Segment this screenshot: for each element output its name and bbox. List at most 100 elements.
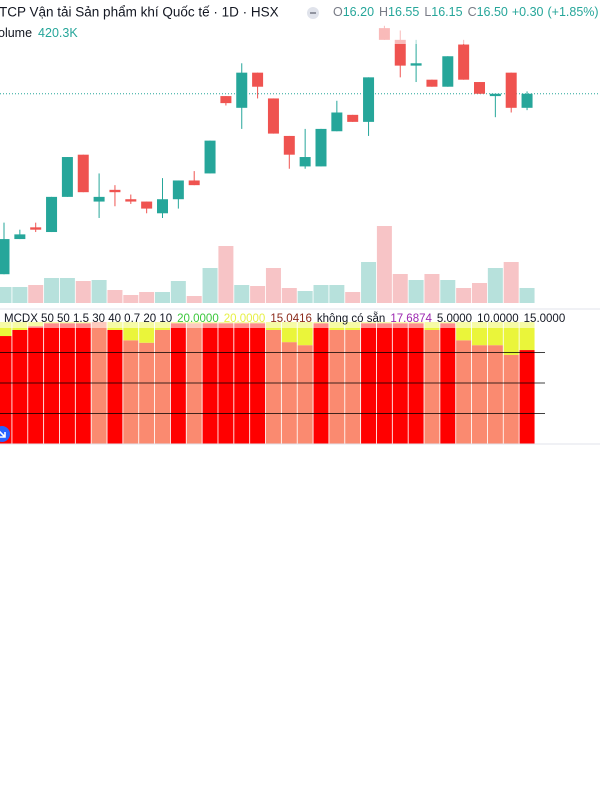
ohlc-key: O <box>333 5 343 19</box>
volume-label: olume <box>0 26 32 40</box>
indicator-bar <box>472 345 487 444</box>
indicator-bar <box>392 323 408 444</box>
candle-body <box>363 77 375 122</box>
candle-body <box>283 135 295 155</box>
volume-bar <box>0 287 12 303</box>
candle-body <box>236 72 248 108</box>
indicator-bar <box>139 342 155 444</box>
volume-bar <box>234 285 250 303</box>
legend-item: 15.0000 <box>524 313 566 325</box>
volume-bar <box>202 268 218 303</box>
indicator-bar <box>44 323 60 444</box>
ohlc-key: C <box>468 5 477 19</box>
volume-bar <box>345 292 361 303</box>
volume-bar <box>170 281 186 303</box>
legend-item: 20.0000 <box>224 313 266 325</box>
candle-body <box>331 112 343 132</box>
candle-body <box>315 128 327 167</box>
candle-body <box>474 82 485 94</box>
change: +0.30 <box>512 5 544 19</box>
indicator-bar <box>408 323 424 444</box>
indicator-bar <box>487 345 503 444</box>
candle-body <box>14 234 26 240</box>
volume-bar <box>12 287 28 303</box>
legend-item: không có sẵn <box>317 312 385 325</box>
legend-item: MCDX 50 50 1.5 30 40 0.7 20 10 <box>4 313 172 325</box>
candle-body <box>489 93 501 97</box>
legend-item: 17.6874 <box>390 313 432 325</box>
volume-bar <box>408 280 424 303</box>
candle-body <box>426 79 438 87</box>
candle-body <box>0 239 10 275</box>
ohlc-value: 16.15 <box>431 5 462 19</box>
indicator-bar <box>0 336 12 444</box>
volume-bar <box>186 296 202 303</box>
volume-bar <box>28 285 44 303</box>
ohlc-values: O16.20 H16.55 L16.15 C16.50 +0.30 (+1.85%) <box>333 5 599 19</box>
candle-body <box>157 199 168 214</box>
indicator-bar <box>265 329 281 444</box>
candle-body <box>521 93 533 108</box>
volume-bar <box>59 278 75 303</box>
legend-item: 20.0000 <box>177 313 219 325</box>
volume-bar <box>75 281 91 303</box>
legend-item: 10.0000 <box>477 313 519 325</box>
candle-body <box>77 154 89 193</box>
indicator-bar <box>297 345 313 444</box>
indicator-bar <box>234 323 250 444</box>
volume-value: 420.3K <box>38 26 78 40</box>
indicator-bar <box>440 323 456 444</box>
scroll-icon <box>0 430 6 438</box>
volume-bar <box>503 262 519 303</box>
indicator-bar <box>503 322 519 355</box>
candle-body <box>220 96 232 104</box>
volume-bar <box>440 280 456 303</box>
indicator-bar <box>361 323 377 444</box>
candle-body <box>299 157 311 167</box>
volume-bar <box>155 292 170 303</box>
volume-bar <box>313 285 329 303</box>
indicator-bar <box>170 323 186 444</box>
volume-bar <box>297 291 313 303</box>
indicator-bar <box>456 340 472 444</box>
volume-bar <box>329 285 345 303</box>
volume-bar <box>519 287 535 303</box>
indicator-bar <box>59 323 75 444</box>
indicator-legend: MCDX 50 50 1.5 30 40 0.7 20 10 20.0000 20.… <box>4 312 565 325</box>
legend-background <box>0 310 600 328</box>
legend-item: 15.0416 <box>270 313 312 325</box>
candle-body <box>141 201 153 209</box>
indicator-bar <box>155 329 170 444</box>
candle-body <box>505 72 517 108</box>
volume-bar <box>487 268 503 303</box>
indicator-bar <box>313 323 329 444</box>
indicator-bar <box>186 323 202 444</box>
indicator-bar <box>202 323 218 444</box>
ohlc-key: L <box>424 5 431 19</box>
volume-bar <box>376 226 392 303</box>
indicator-bar <box>0 322 12 337</box>
volume-bar <box>265 268 281 303</box>
candle-body <box>252 72 264 87</box>
plot-area <box>0 25 600 445</box>
candle-body <box>458 44 470 80</box>
candle-body <box>394 39 406 66</box>
volume-bar <box>218 246 234 303</box>
candle-body <box>46 196 58 233</box>
ohlc-value: 16.20 <box>343 5 374 19</box>
volume-bar <box>91 280 107 303</box>
candle-body <box>109 189 121 193</box>
candle-body <box>125 199 137 202</box>
candle-body <box>93 196 105 202</box>
volume-legend: olume 420.3K <box>0 26 78 40</box>
volume-bar <box>44 278 60 303</box>
candle-body <box>410 63 422 66</box>
indicator-bar <box>107 329 123 444</box>
indicator-bar <box>218 323 234 444</box>
change-percent: (+1.85%) <box>548 5 599 19</box>
indicator-bar <box>12 329 28 444</box>
candle-body <box>61 157 73 197</box>
indicator-bar <box>75 323 91 444</box>
